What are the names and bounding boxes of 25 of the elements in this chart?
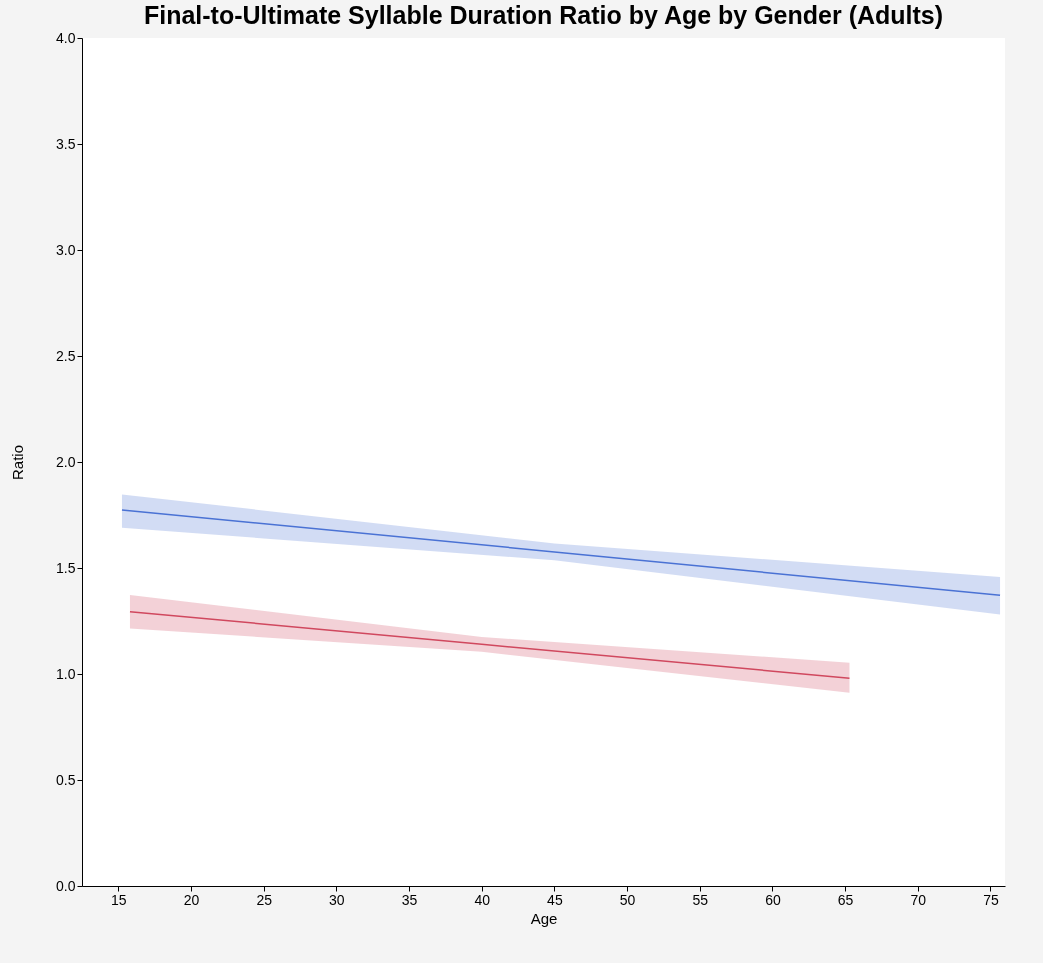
y-tick-label: 3.5 [56, 135, 76, 152]
y-tick-label: 2.5 [56, 347, 76, 364]
y-tick-label: 0.0 [56, 877, 76, 894]
y-tick-label: 1.0 [56, 665, 76, 682]
x-tick-label: 25 [256, 891, 273, 908]
y-tick-label: 4.0 [56, 29, 76, 46]
chart-title: Final-to-Ultimate Syllable Duration Ratio by Age by Gender (Adults) [143, 1, 944, 29]
x-tick-label: 65 [837, 891, 854, 908]
x-tick-label: 45 [547, 891, 563, 908]
x-tick-label: 40 [474, 891, 491, 908]
y-tick-label: 2.0 [56, 453, 76, 470]
x-tick-label: 50 [619, 891, 636, 908]
x-tick-label: 70 [910, 891, 927, 908]
y-tick-label: 3.0 [56, 241, 76, 258]
x-tick-label: 20 [183, 891, 200, 908]
y-tick-label: 1.5 [56, 559, 76, 576]
x-tick-label: 15 [111, 891, 127, 908]
y-tick-label: 0.5 [56, 771, 76, 788]
x-tick-label: 35 [401, 891, 418, 908]
x-tick-label: 60 [765, 891, 781, 908]
y-axis-title: Ratio [9, 444, 27, 481]
x-tick-label: 30 [329, 891, 345, 908]
x-tick-label: 75 [983, 891, 999, 908]
x-tick-label: 55 [692, 891, 709, 908]
x-axis-title: Age [530, 909, 558, 927]
